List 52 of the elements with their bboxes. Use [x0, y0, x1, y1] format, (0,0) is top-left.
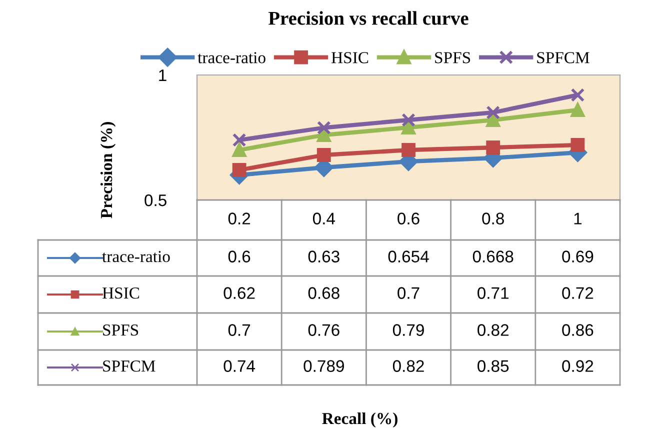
data-label: 0.69 — [562, 250, 594, 262]
point — [316, 120, 331, 135]
data-label: 0.76 — [308, 324, 340, 336]
data-label: 0.789 — [304, 360, 344, 372]
point — [402, 113, 416, 127]
point — [316, 128, 331, 142]
data-label: 0.72 — [562, 287, 594, 299]
legend-label: HSIC — [332, 52, 368, 64]
x-tick-label: 0.6 — [398, 212, 420, 224]
data-label: 0.62 — [224, 287, 255, 299]
y-axis-title: Precision (%) — [100, 122, 116, 218]
x-tick-label: 0.4 — [312, 212, 335, 224]
point — [316, 148, 331, 162]
data-label: 0.7 — [398, 287, 420, 299]
x-tick-label: 0.2 — [228, 212, 250, 224]
legend-label: trace-ratio — [198, 52, 266, 64]
data-label: 0.79 — [392, 324, 424, 336]
data-label: 0.74 — [224, 360, 256, 372]
text: SPFCM — [103, 360, 156, 372]
data-label: 0.71 — [478, 287, 509, 299]
point — [486, 140, 500, 154]
text: Recall (%) — [322, 412, 398, 428]
data-label: 0.63 — [308, 250, 340, 262]
data-label: 0.82 — [392, 360, 424, 372]
x-tick-label: 1 — [574, 212, 582, 224]
point — [232, 163, 246, 177]
chart-title: Precision vs recall curve — [268, 11, 468, 25]
data-label: 0.668 — [472, 250, 514, 262]
data-label: 0.7 — [228, 324, 250, 336]
y-tick-label: 0.5 — [144, 194, 166, 206]
data-label: 0.82 — [478, 324, 508, 336]
point — [486, 106, 500, 120]
point — [570, 88, 585, 102]
point — [402, 120, 416, 134]
text: SPFS — [103, 324, 138, 336]
point — [232, 133, 246, 147]
text: trace-ratio — [102, 250, 170, 262]
point — [402, 143, 416, 157]
data-label: 0.92 — [562, 360, 594, 372]
text: HSIC — [102, 287, 140, 299]
data-label: 0.654 — [388, 250, 429, 262]
point — [232, 143, 246, 157]
data-label: 0.68 — [308, 287, 340, 299]
x-tick-label: 0.8 — [482, 212, 504, 224]
data-label: 0.86 — [562, 324, 594, 336]
point — [486, 113, 500, 127]
point — [570, 138, 585, 152]
legend-label: SPFCM — [537, 52, 590, 64]
point — [570, 103, 585, 117]
data-label: 0.6 — [228, 250, 250, 262]
legend-label: SPFS — [435, 52, 470, 64]
data-label: 0.85 — [478, 360, 509, 372]
